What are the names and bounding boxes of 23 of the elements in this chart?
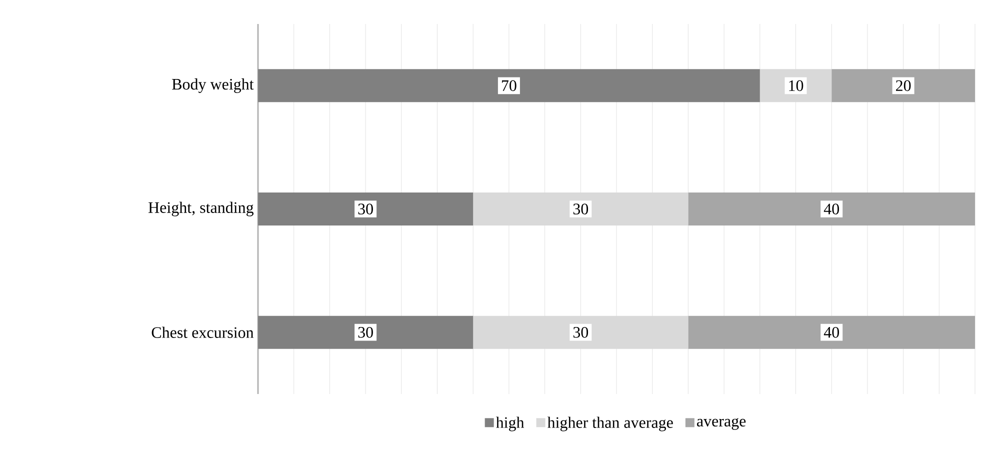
data-label: 30 bbox=[358, 204, 373, 214]
data-label: 20 bbox=[896, 80, 911, 92]
data-label: 10 bbox=[789, 80, 804, 92]
legend-label: high bbox=[496, 416, 524, 432]
bar bbox=[832, 69, 976, 102]
bar bbox=[688, 192, 976, 226]
bar bbox=[473, 192, 688, 226]
legend-label: higher than average bbox=[547, 416, 673, 432]
y-tick-label: Chest excursion bbox=[152, 326, 254, 338]
data-label: 30 bbox=[573, 326, 588, 338]
data-label: 30 bbox=[358, 326, 373, 338]
bar bbox=[473, 316, 688, 349]
data-label: 30 bbox=[573, 204, 588, 214]
bar bbox=[688, 316, 976, 349]
data-label: 70 bbox=[502, 80, 516, 92]
data-label: 40 bbox=[824, 326, 839, 338]
legend-label: average bbox=[696, 418, 746, 430]
bar bbox=[258, 316, 474, 349]
y-tick-label: Body weight bbox=[172, 78, 254, 93]
data-label: 40 bbox=[824, 204, 839, 214]
y-tick-label: Height, standing bbox=[148, 202, 254, 216]
bar bbox=[258, 69, 760, 102]
bar bbox=[258, 192, 474, 226]
